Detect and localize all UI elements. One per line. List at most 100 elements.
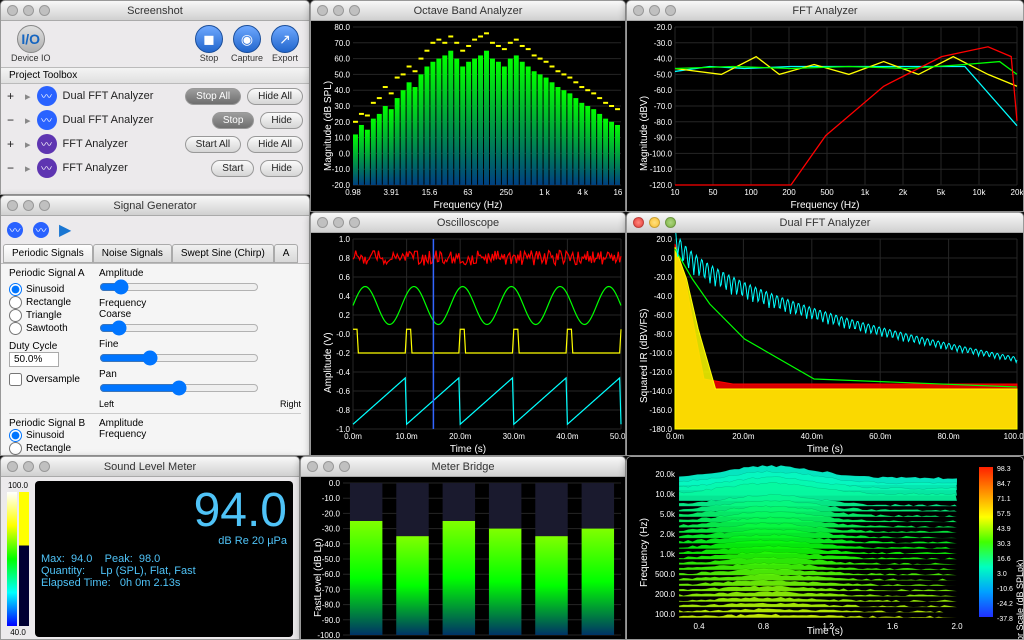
radio-b-rectangle[interactable]: Rectangle xyxy=(9,442,99,455)
io-button[interactable]: I/O Device IO xyxy=(11,25,51,63)
svg-text:50.0: 50.0 xyxy=(334,70,350,79)
svg-text:-0.8: -0.8 xyxy=(336,406,350,415)
svg-text:-100.0: -100.0 xyxy=(649,149,672,158)
tree-btn-1[interactable]: Stop xyxy=(212,112,255,129)
tab-swept[interactable]: Swept Sine (Chirp) xyxy=(172,244,274,263)
fft-title: FFT Analyzer xyxy=(792,5,857,17)
svg-text:-110.0: -110.0 xyxy=(650,165,673,174)
slm-value: 94.0 xyxy=(41,487,287,535)
tree-btn-2[interactable]: Hide xyxy=(260,160,303,177)
svg-text:15.6: 15.6 xyxy=(422,188,438,197)
svg-text:500.0: 500.0 xyxy=(655,570,676,579)
tab-a[interactable]: A xyxy=(274,244,299,263)
duty-input[interactable] xyxy=(9,352,59,367)
tree-row: + ▸ 〰 FFT Analyzer Start All Hide All xyxy=(1,132,309,156)
expand-icon[interactable]: − xyxy=(7,113,19,127)
svg-text:-40.0: -40.0 xyxy=(654,292,673,301)
svg-text:-20.0: -20.0 xyxy=(654,273,673,282)
octave-title: Octave Band Analyzer xyxy=(414,5,523,17)
svg-text:10.0k: 10.0k xyxy=(655,490,676,499)
amplitude-slider[interactable] xyxy=(99,279,259,295)
svg-text:-80.0: -80.0 xyxy=(654,118,673,127)
svg-text:-140.0: -140.0 xyxy=(649,387,672,396)
svg-text:-80.0: -80.0 xyxy=(322,601,341,610)
mb-ylabel: FastLevel (dB Lp) xyxy=(313,538,324,617)
tree-row: − ▸ 〰 Dual FFT Analyzer Stop Hide xyxy=(1,108,309,132)
svg-text:100.0: 100.0 xyxy=(655,610,676,619)
svg-text:60.0: 60.0 xyxy=(334,55,350,64)
osc-xlabel: Time (s) xyxy=(311,444,625,455)
radio-sinusoid[interactable]: Sinusoid xyxy=(9,283,99,296)
tab-noise[interactable]: Noise Signals xyxy=(93,244,172,263)
tree-label: FFT Analyzer xyxy=(63,138,179,150)
tree-btn-2[interactable]: Hide xyxy=(260,112,303,129)
fft-panel: FFT Analyzer Magnitude (dBV) Frequency (… xyxy=(626,0,1024,212)
dualfft-ylabel: Squared IR (dBV/FS) xyxy=(639,309,650,403)
export-button[interactable]: ↗Export xyxy=(271,25,299,63)
svg-text:0.0m: 0.0m xyxy=(344,432,362,441)
svg-text:57.5: 57.5 xyxy=(997,511,1011,518)
svg-text:-0.2: -0.2 xyxy=(336,349,350,358)
osc-ylabel: Amplitude (V) xyxy=(323,332,334,393)
oversample-check[interactable]: Oversample xyxy=(9,373,99,386)
expand-icon[interactable]: + xyxy=(7,137,19,151)
stop-button[interactable]: ◼Stop xyxy=(195,25,223,63)
radio-rectangle[interactable]: Rectangle xyxy=(9,296,99,309)
svg-text:200.0: 200.0 xyxy=(655,590,676,599)
fft-xlabel: Frequency (Hz) xyxy=(627,200,1023,211)
svg-text:20.0k: 20.0k xyxy=(655,470,676,479)
tree-btn-1[interactable]: Start All xyxy=(185,136,241,153)
svg-text:100: 100 xyxy=(744,188,758,197)
capture-button[interactable]: ◉Capture xyxy=(231,25,263,63)
svg-text:43.9: 43.9 xyxy=(997,526,1011,533)
svg-text:200: 200 xyxy=(782,188,796,197)
svg-text:71.1: 71.1 xyxy=(997,496,1011,503)
svg-text:-80.0: -80.0 xyxy=(654,330,673,339)
svg-text:250: 250 xyxy=(499,188,513,197)
radio-b-sinusoid[interactable]: Sinusoid xyxy=(9,429,99,442)
svg-text:-70.0: -70.0 xyxy=(322,585,341,594)
pan-slider[interactable] xyxy=(99,380,259,396)
fine-slider[interactable] xyxy=(99,350,259,366)
radio-triangle[interactable]: Triangle xyxy=(9,309,99,322)
svg-text:-24.2: -24.2 xyxy=(997,601,1013,608)
svg-text:10k: 10k xyxy=(973,188,987,197)
svg-text:4 k: 4 k xyxy=(577,188,589,197)
mb-plot-area: -100.0-90.0-80.0-70.0-60.0-50.0-40.0-30.… xyxy=(301,477,626,640)
svg-text:30.0: 30.0 xyxy=(334,102,350,111)
svg-text:-90.0: -90.0 xyxy=(654,134,673,143)
tree-btn-1[interactable]: Stop All xyxy=(185,88,241,105)
coarse-slider[interactable] xyxy=(99,320,259,336)
tab-periodic[interactable]: Periodic Signals xyxy=(3,244,93,263)
svg-text:0.8: 0.8 xyxy=(339,254,351,263)
svg-text:40.0m: 40.0m xyxy=(801,432,824,441)
svg-text:40.0m: 40.0m xyxy=(556,432,579,441)
svg-text:3.0: 3.0 xyxy=(997,571,1007,578)
svg-text:-0.4: -0.4 xyxy=(336,368,350,377)
svg-text:16.6: 16.6 xyxy=(997,556,1011,563)
tree-btn-2[interactable]: Hide All xyxy=(247,136,303,153)
svg-text:100.0m: 100.0m xyxy=(1004,432,1024,441)
analyzer-icon: 〰 xyxy=(37,158,57,178)
svg-text:0.0m: 0.0m xyxy=(666,432,684,441)
radio-sawtooth[interactable]: Sawtooth xyxy=(9,322,99,335)
spec-ylabel: Frequency (Hz) xyxy=(639,518,650,587)
tree-btn-1[interactable]: Start xyxy=(211,160,254,177)
play-icon[interactable]: ▶ xyxy=(59,220,71,240)
svg-text:3.91: 3.91 xyxy=(383,188,399,197)
dualfft-panel: Dual FFT Analyzer Squared IR (dBV/FS) Ti… xyxy=(626,212,1024,456)
svg-text:20k: 20k xyxy=(1011,188,1024,197)
svg-text:0.2: 0.2 xyxy=(339,311,351,320)
svg-text:20.0: 20.0 xyxy=(656,235,672,244)
oscilloscope-panel: Oscilloscope Amplitude (V) Time (s) -1.0… xyxy=(310,212,626,456)
expand-icon[interactable]: − xyxy=(7,161,19,175)
expand-icon[interactable]: + xyxy=(7,89,19,103)
svg-text:-0.0: -0.0 xyxy=(336,330,350,339)
svg-text:-30.0: -30.0 xyxy=(654,39,673,48)
svg-text:60.0m: 60.0m xyxy=(869,432,892,441)
svg-text:16 k: 16 k xyxy=(613,188,626,197)
tree-btn-2[interactable]: Hide All xyxy=(247,88,303,105)
svg-text:-120.0: -120.0 xyxy=(649,181,672,190)
octave-plot-area: -20.0-10.00.010.020.030.040.050.060.070.… xyxy=(311,21,626,212)
svg-text:-120.0: -120.0 xyxy=(649,368,672,377)
